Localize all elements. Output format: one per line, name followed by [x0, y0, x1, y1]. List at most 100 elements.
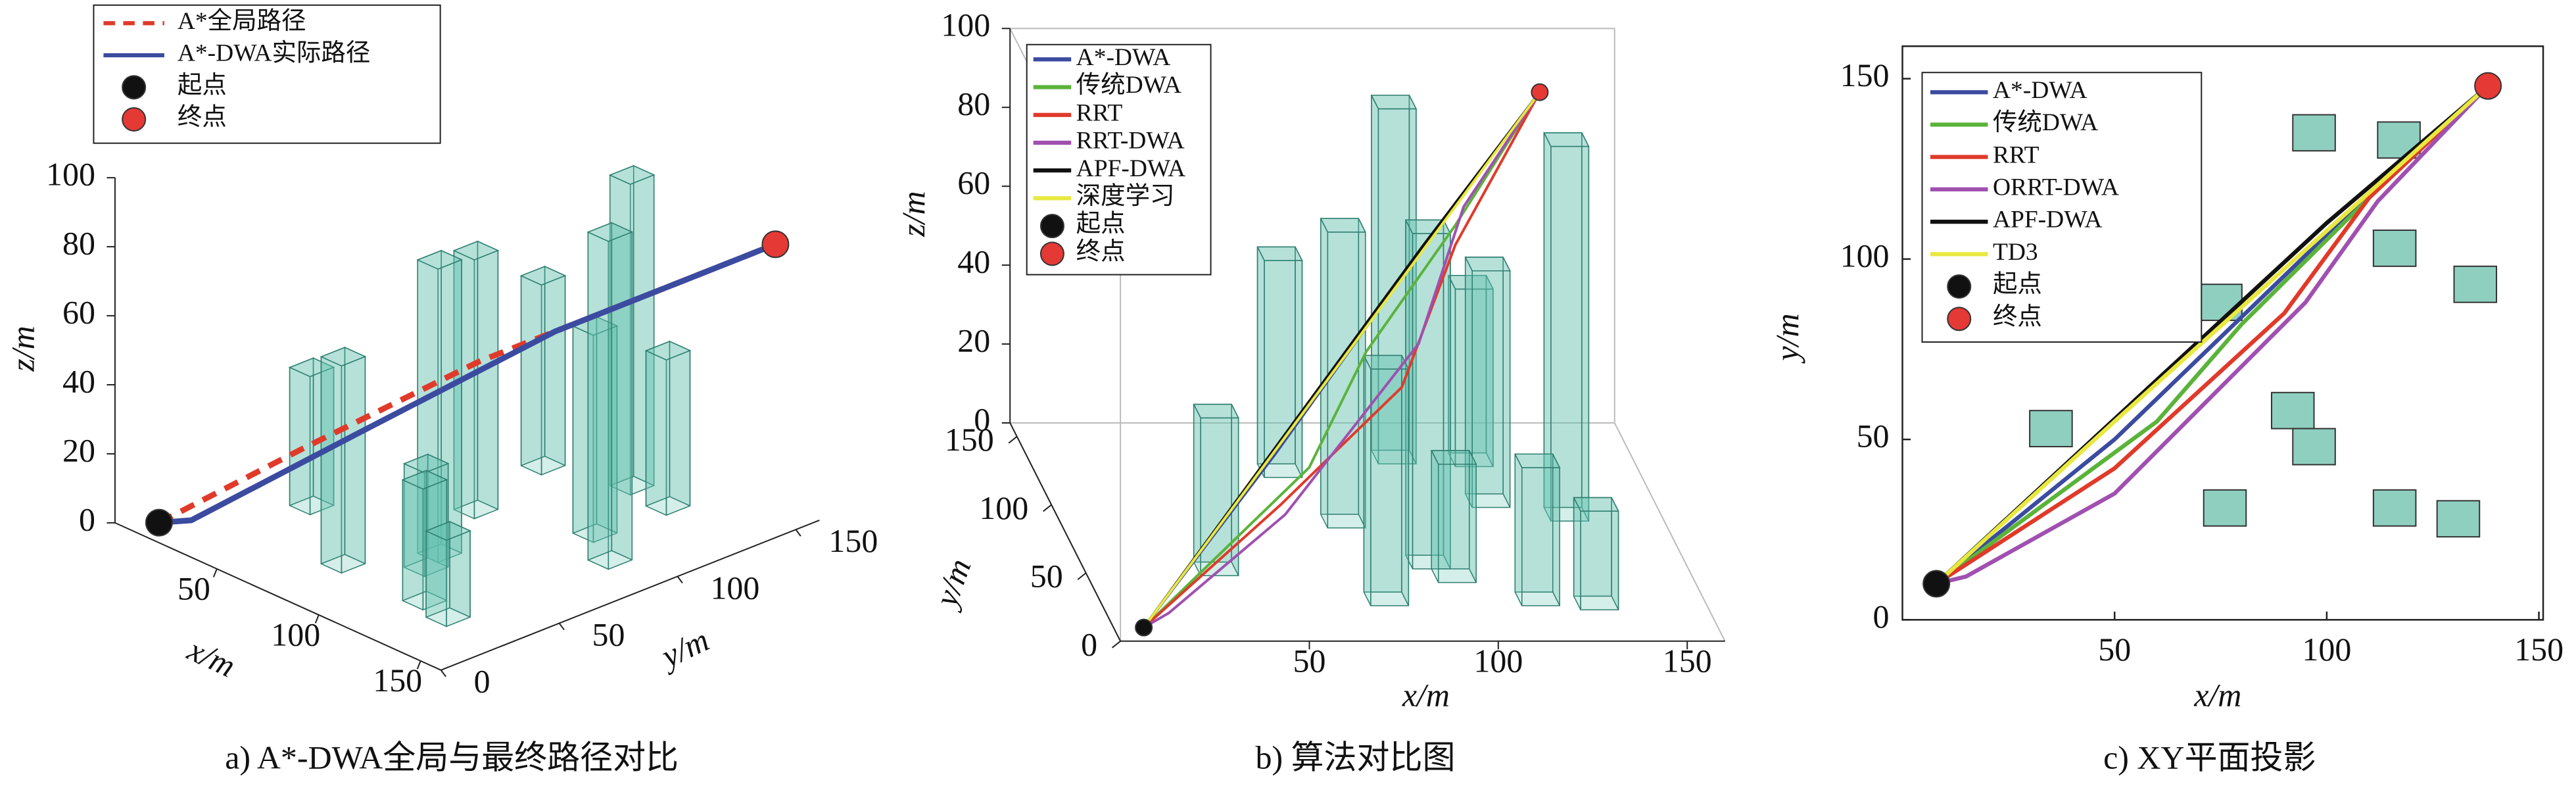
obstacle-top	[1464, 257, 1511, 272]
obstacle-top	[608, 165, 656, 185]
obstacle	[2453, 265, 2498, 303]
obstacle-face	[402, 470, 427, 602]
obstacle-face	[1401, 355, 1410, 606]
y-axis	[1009, 422, 1122, 642]
obstacle	[1543, 132, 1590, 522]
path-line	[1143, 91, 1541, 629]
legend-label: 传统DWA	[1993, 109, 2098, 136]
obstacle	[2436, 500, 2481, 538]
obstacle	[586, 222, 634, 570]
obstacle	[320, 346, 367, 574]
obstacle	[1573, 497, 1619, 610]
obstacle	[1320, 218, 1367, 529]
x-tick-label: 100	[2302, 631, 2351, 668]
endpoint-marker	[761, 230, 790, 258]
legend-label: 终点	[1076, 238, 1126, 265]
y-tick	[1077, 572, 1087, 580]
y-tick	[1043, 504, 1052, 512]
legend-marker	[122, 107, 147, 132]
obstacle-face	[1468, 450, 1477, 583]
obstacle-face	[344, 346, 366, 565]
legend-label: A*全局路径	[178, 7, 306, 35]
obstacle-face	[544, 265, 566, 466]
z-axis-label: z/m	[4, 326, 41, 372]
obstacle-top	[1514, 453, 1561, 468]
endpoint-marker	[145, 508, 173, 537]
obstacle	[452, 240, 500, 520]
y-tick	[440, 670, 446, 677]
x-tick	[314, 614, 320, 624]
obstacle-face	[1320, 218, 1329, 529]
legend-label: RRT	[1076, 99, 1123, 126]
z-tick-label: 60	[957, 164, 990, 201]
path-line	[1143, 91, 1541, 629]
obstacle-top	[644, 341, 692, 360]
y-tick-label: 150	[945, 421, 994, 458]
y-tick-label: 100	[979, 489, 1028, 526]
obstacle-face	[669, 340, 691, 507]
obstacle	[425, 520, 471, 627]
obstacle-face	[1502, 257, 1511, 508]
y-tick-label: 0	[474, 663, 490, 700]
y-tick-label: 50	[592, 616, 625, 653]
obstacle-top	[1193, 403, 1239, 419]
obstacle	[1431, 450, 1477, 583]
x-axis-label: x/m	[1402, 677, 1450, 714]
legend-label: 终点	[1993, 303, 2042, 330]
path-line	[1935, 84, 2490, 586]
legend-label: A*-DWA实际路径	[178, 39, 370, 67]
obstacle-face	[1431, 450, 1439, 583]
obstacle-face	[477, 240, 499, 510]
x-axis-label: x/m	[2193, 677, 2241, 714]
legend-label: RRT	[1993, 141, 2039, 168]
path-line	[1936, 84, 2490, 586]
obstacle	[2203, 489, 2247, 527]
z-tick-label: 40	[62, 362, 95, 399]
obstacle-top	[416, 250, 464, 270]
y-tick-label: 50	[1030, 558, 1063, 595]
obstacle-top	[425, 521, 471, 541]
x-axis	[114, 522, 442, 671]
y-tick	[1112, 641, 1121, 649]
obstacle-face	[1514, 453, 1523, 606]
x-axis-label: x/m	[182, 631, 241, 685]
y-tick	[677, 576, 683, 583]
y-tick-label: 150	[1840, 57, 1890, 93]
y-tick-label: 100	[1840, 237, 1890, 274]
y-axis-label: y/m	[1769, 313, 1805, 364]
obstacle	[608, 164, 656, 496]
legend-marker	[1947, 307, 1972, 332]
obstacle	[2270, 391, 2315, 430]
plot-frame	[1901, 45, 2544, 621]
obstacle-top	[1256, 246, 1303, 261]
y-tick-label: 0	[1081, 626, 1097, 662]
obstacle-face	[1295, 247, 1303, 478]
obstacle-top	[1320, 218, 1367, 233]
path-line	[158, 241, 777, 526]
x-tick-label: 150	[1663, 642, 1712, 679]
legend-marker	[122, 75, 147, 100]
z-tick-label: 0	[974, 401, 990, 437]
obstacle-face	[520, 265, 546, 467]
path-line	[1143, 91, 1541, 629]
caption: b) 算法对比图	[1255, 739, 1455, 776]
obstacle-top	[401, 470, 448, 490]
endpoint-marker	[1531, 83, 1549, 101]
legend-label: A*-DWA	[1993, 77, 2087, 104]
z-axis-label: z/m	[895, 191, 932, 237]
y-tick	[795, 529, 801, 537]
obstacle-face	[1231, 404, 1239, 576]
obstacle-top	[519, 266, 567, 286]
obstacle-face	[1581, 132, 1590, 522]
z-tick-label: 80	[62, 225, 95, 262]
obstacle	[2292, 428, 2336, 466]
z-tick-label: 0	[79, 501, 95, 537]
obstacle-top	[1431, 450, 1477, 465]
obstacle	[1464, 257, 1511, 508]
obstacle-top	[402, 453, 450, 474]
obstacle-top	[1363, 355, 1410, 370]
x-tick	[416, 660, 421, 670]
legend-label: A*-DWA	[1076, 44, 1171, 71]
legend-label: 传统DWA	[1076, 71, 1181, 99]
